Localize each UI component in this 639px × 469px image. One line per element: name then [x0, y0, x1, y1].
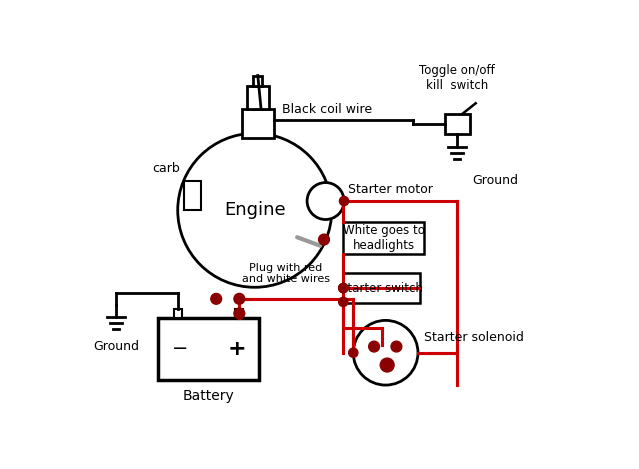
Circle shape: [234, 294, 245, 304]
Bar: [174, 309, 181, 318]
Text: −: −: [172, 340, 189, 358]
Circle shape: [234, 308, 245, 319]
Circle shape: [178, 133, 332, 287]
Circle shape: [339, 283, 348, 293]
Circle shape: [369, 341, 380, 352]
Text: Plug with red
and white wires: Plug with red and white wires: [242, 263, 330, 284]
Text: Starter solenoid: Starter solenoid: [424, 331, 524, 344]
Text: Toggle on/off
kill  switch: Toggle on/off kill switch: [419, 64, 495, 92]
Circle shape: [319, 234, 330, 245]
Bar: [158, 318, 259, 380]
Circle shape: [380, 358, 394, 372]
Circle shape: [211, 294, 222, 304]
Text: carb: carb: [152, 162, 180, 175]
Circle shape: [307, 182, 344, 219]
Text: Starter motor: Starter motor: [348, 183, 433, 196]
Text: Black coil wire: Black coil wire: [282, 103, 372, 116]
Text: Ground: Ground: [473, 174, 519, 187]
Bar: [184, 181, 201, 210]
Circle shape: [339, 297, 348, 307]
Circle shape: [349, 348, 358, 357]
Circle shape: [339, 283, 348, 293]
Circle shape: [391, 341, 402, 352]
Text: White goes to
headlights: White goes to headlights: [343, 224, 425, 252]
Circle shape: [353, 320, 418, 385]
Bar: [236, 309, 243, 318]
Text: Engine: Engine: [224, 201, 286, 219]
Text: +: +: [227, 339, 246, 359]
Bar: [253, 76, 263, 85]
Text: Starter switch: Starter switch: [341, 281, 423, 295]
Bar: [242, 109, 274, 138]
Text: Ground: Ground: [93, 340, 139, 353]
Text: Battery: Battery: [183, 389, 235, 403]
Bar: [343, 222, 424, 254]
Bar: [247, 85, 268, 109]
Bar: [445, 114, 470, 134]
Circle shape: [339, 197, 349, 206]
Bar: [343, 273, 420, 303]
